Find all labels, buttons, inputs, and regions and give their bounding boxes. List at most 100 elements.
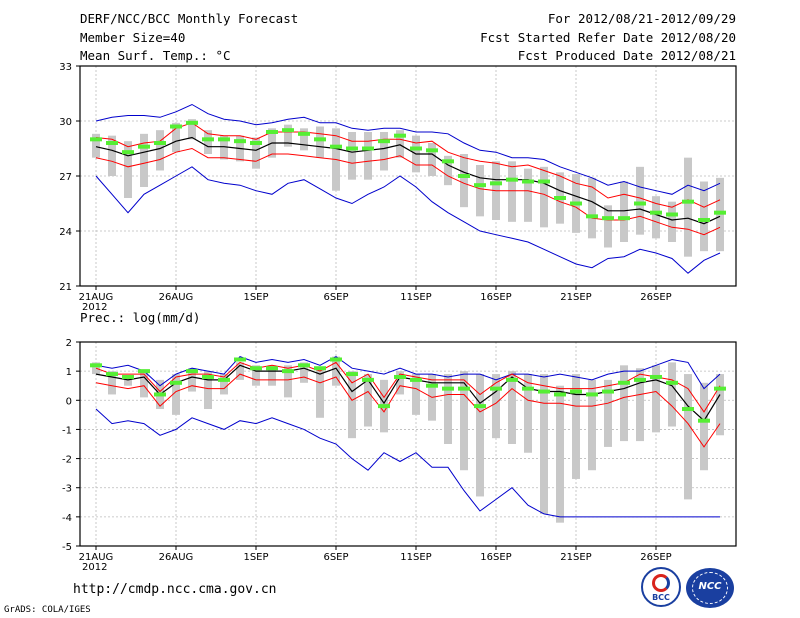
temp-ensemble-box <box>188 119 196 140</box>
temp-ensemble-box <box>700 181 708 252</box>
temp-observation-marker <box>250 141 262 145</box>
precip-observation-marker <box>346 372 358 377</box>
temp-observation-marker <box>458 174 470 178</box>
temp-y-tick-label: 33 <box>59 62 72 73</box>
precip-max-line <box>95 356 721 390</box>
precip-ensemble-box <box>220 374 228 395</box>
precip-observation-marker <box>106 372 118 377</box>
precip-ensemble-box <box>508 371 516 444</box>
precip-ensemble-box <box>236 362 244 380</box>
temp-x-year-label: 2012 <box>82 302 107 313</box>
precip-ensemble-box <box>524 374 532 453</box>
precip-ensemble-box <box>396 371 404 395</box>
temp-observation-marker <box>186 120 198 125</box>
precip-observation-marker <box>186 369 198 374</box>
precip-observation-marker <box>250 366 262 371</box>
precip-ensemble-box <box>476 374 484 497</box>
precip-x-tick-label: 21SEP <box>560 552 591 563</box>
precip-observation-marker <box>586 392 598 397</box>
precip-ensemble-box <box>284 365 292 398</box>
temp-x-tick-label: 16SEP <box>480 292 511 303</box>
temp-x-tick-label: 1SEP <box>243 292 268 303</box>
precip-ensemble-box <box>668 362 676 427</box>
temp-observation-marker <box>90 137 102 142</box>
precip-observation-marker <box>458 386 470 391</box>
precip-x-tick-label: 16SEP <box>480 552 511 563</box>
temp-observation-marker <box>362 146 374 151</box>
precip-ensemble-box <box>252 365 260 386</box>
forecast-period: For 2012/08/21-2012/09/29 <box>547 11 736 26</box>
precip-ensemble-box <box>332 356 340 386</box>
precip-ensemble-box <box>716 374 724 436</box>
precip-frame <box>79 341 737 547</box>
temp-ensemble-box <box>348 132 356 180</box>
temp-min-line <box>95 166 721 274</box>
precip-ensemble-box <box>172 374 180 415</box>
precip-observation-marker <box>618 380 630 385</box>
precip-x-tick-label: 21AUG <box>79 552 114 563</box>
precip-x-year-label: 2012 <box>82 562 107 573</box>
temp-ensemble-box <box>636 166 644 235</box>
temp-ensemble-box <box>604 205 612 248</box>
precip-observation-marker <box>138 369 150 374</box>
temp-ensemble-box <box>476 165 484 217</box>
precip-ensemble-box <box>684 374 692 500</box>
temp-observation-marker <box>522 179 534 184</box>
forecast-produced-date: Fcst Produced Date 2012/08/21 <box>517 48 736 63</box>
temp-x-tick-label: 6SEP <box>323 292 348 303</box>
temp-ensemble-box <box>300 128 308 151</box>
precip-ensemble-box <box>140 371 148 398</box>
precip-x-tick-label: 1SEP <box>243 552 268 563</box>
source-url[interactable]: http://cmdp.ncc.cma.gov.cn <box>73 582 277 597</box>
temp-frame <box>79 65 737 287</box>
temp-observation-marker <box>602 216 614 221</box>
precip-mean-line <box>95 364 721 422</box>
precip-ensemble-box <box>268 365 276 386</box>
temp-observation-marker <box>314 137 326 142</box>
precip-observation-marker <box>682 407 694 412</box>
precip-observation-marker <box>298 363 310 368</box>
temp-observation-marker <box>282 128 294 133</box>
precip-y-tick-label: -3 <box>62 484 72 495</box>
ncc-logo-label: NCC <box>698 581 722 592</box>
precip-observation-marker <box>442 386 454 391</box>
temp-observation-marker <box>698 218 710 222</box>
temp-ensemble-box <box>92 133 100 158</box>
precip-y-tick-label: -1 <box>62 425 72 436</box>
temp-x-tick-label: 26AUG <box>159 292 194 303</box>
precip-observation-marker <box>378 404 390 409</box>
precip-ensemble-box <box>460 371 468 471</box>
temp-observation-marker <box>122 150 134 155</box>
temp-y-tick-label: 30 <box>59 117 72 128</box>
temp-ensemble-box <box>508 161 516 222</box>
precip-observation-marker <box>410 377 422 382</box>
temp-observation-marker <box>378 139 390 144</box>
precip-observation-marker <box>698 418 710 423</box>
precip-observation-marker <box>554 392 566 397</box>
temp-observation-marker <box>106 141 118 145</box>
precip-observation-marker <box>234 357 246 362</box>
precip-observation-marker <box>426 383 438 388</box>
member-size: Member Size=40 <box>80 30 186 45</box>
temp-observation-marker <box>154 141 166 145</box>
precip-observation-marker <box>202 374 214 379</box>
temp-x-tick-label: 26SEP <box>640 292 671 303</box>
precip-observation-marker <box>522 386 534 391</box>
temp-observation-marker <box>138 144 150 149</box>
ncc-logo-globe-icon <box>692 572 728 604</box>
precip-observation-marker <box>218 377 230 382</box>
temp-ensemble-box <box>252 137 260 169</box>
precip-ensemble-box <box>124 376 132 386</box>
temp-max-line <box>95 103 721 195</box>
precip-observation-marker <box>394 374 406 379</box>
precip-spread-upper-line <box>95 361 721 413</box>
temp-observation-marker <box>666 212 678 217</box>
temp-observation-marker <box>682 199 694 204</box>
chart-title: DERF/NCC/BCC Monthly Forecast <box>80 11 299 26</box>
precip-observation-marker <box>266 366 278 371</box>
temp-observation-marker <box>266 130 278 134</box>
temp-observation-marker <box>298 131 310 136</box>
precip-ensemble-box <box>412 374 420 415</box>
temp-ensemble-box <box>124 141 132 198</box>
